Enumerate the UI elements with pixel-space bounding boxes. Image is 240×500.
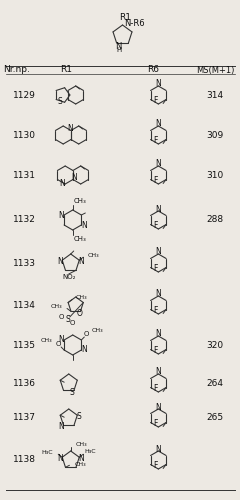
Text: 1129: 1129 <box>13 90 36 100</box>
Text: CH₃: CH₃ <box>91 328 103 334</box>
Text: F: F <box>154 264 158 273</box>
Text: Nr.np.: Nr.np. <box>4 66 30 74</box>
Text: N: N <box>59 180 65 188</box>
Text: N: N <box>156 402 161 411</box>
Text: 1133: 1133 <box>13 258 36 268</box>
Text: 314: 314 <box>207 90 224 100</box>
Text: N: N <box>81 220 87 230</box>
Text: 288: 288 <box>207 216 224 224</box>
Text: N-R6: N-R6 <box>125 18 145 28</box>
Text: R6: R6 <box>147 66 159 74</box>
Text: NO₂: NO₂ <box>62 274 76 280</box>
Text: N: N <box>59 422 64 431</box>
Text: N: N <box>57 256 63 266</box>
Text: F: F <box>154 346 158 355</box>
Text: CH₃: CH₃ <box>76 295 88 300</box>
Text: F: F <box>154 306 158 315</box>
Text: O: O <box>84 331 89 337</box>
Text: H₃C: H₃C <box>84 448 96 454</box>
Text: 264: 264 <box>207 378 224 388</box>
Text: N: N <box>156 204 161 214</box>
Text: CH₃: CH₃ <box>41 338 52 344</box>
Text: F: F <box>154 176 158 185</box>
Text: N: N <box>115 42 122 50</box>
Text: R1: R1 <box>60 66 72 74</box>
Text: N: N <box>58 210 64 220</box>
Text: 1136: 1136 <box>13 378 36 388</box>
Text: N: N <box>67 124 73 133</box>
Text: N: N <box>78 256 84 266</box>
Text: N: N <box>156 290 161 298</box>
Text: F: F <box>154 96 158 105</box>
Text: N: N <box>156 248 161 256</box>
Text: F: F <box>154 461 158 470</box>
Text: 320: 320 <box>207 340 224 349</box>
Text: 310: 310 <box>206 170 224 179</box>
Text: N: N <box>57 454 63 462</box>
Text: R1: R1 <box>120 12 132 22</box>
Text: O: O <box>59 314 65 320</box>
Text: 1137: 1137 <box>13 414 36 422</box>
Text: MS(M+1): MS(M+1) <box>196 66 234 74</box>
Text: O: O <box>70 320 75 326</box>
Text: N: N <box>156 368 161 376</box>
Text: F: F <box>154 136 158 145</box>
Text: CH₃: CH₃ <box>87 252 99 258</box>
Text: N: N <box>81 346 87 354</box>
Text: 1130: 1130 <box>13 130 36 140</box>
Text: O: O <box>77 309 82 318</box>
Text: N: N <box>156 80 161 88</box>
Text: O: O <box>55 341 61 347</box>
Text: CH₃: CH₃ <box>74 236 86 242</box>
Text: F: F <box>154 384 158 393</box>
Text: S: S <box>77 412 82 420</box>
Text: N: N <box>78 454 84 462</box>
Text: 309: 309 <box>206 130 224 140</box>
Text: N: N <box>156 444 161 454</box>
Text: N: N <box>58 336 64 344</box>
Text: N: N <box>156 120 161 128</box>
Text: CH₃: CH₃ <box>76 442 87 448</box>
Text: F: F <box>154 419 158 428</box>
Text: 1134: 1134 <box>13 300 36 310</box>
Text: 265: 265 <box>207 414 224 422</box>
Text: N: N <box>156 160 161 168</box>
Text: CH₃: CH₃ <box>74 462 86 467</box>
Text: S: S <box>65 314 70 324</box>
Text: 1132: 1132 <box>13 216 36 224</box>
Text: F: F <box>154 221 158 230</box>
Text: CH₃: CH₃ <box>74 198 86 204</box>
Text: N: N <box>71 173 77 182</box>
Text: N: N <box>156 330 161 338</box>
Text: S: S <box>58 98 63 106</box>
Text: 1138: 1138 <box>13 456 36 464</box>
Text: CH₃: CH₃ <box>50 304 62 309</box>
Text: S: S <box>70 388 74 397</box>
Text: H₃C: H₃C <box>42 450 53 454</box>
Text: 1135: 1135 <box>13 340 36 349</box>
Text: 1131: 1131 <box>13 170 36 179</box>
Text: H: H <box>116 47 121 53</box>
